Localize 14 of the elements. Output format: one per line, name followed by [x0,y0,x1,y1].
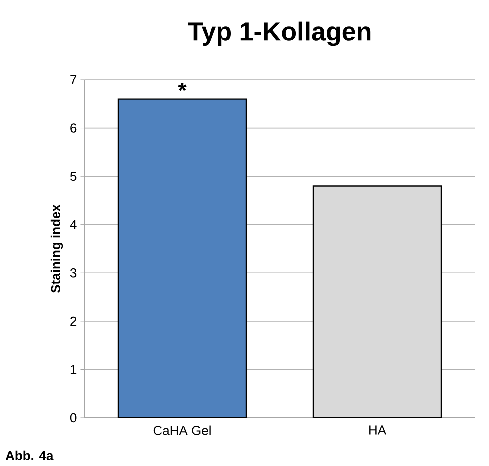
y-tick-label: 6 [70,124,77,133]
y-tick-label: 0 [70,413,77,423]
y-tick-label: 5 [70,172,77,182]
y-tick-label: 7 [70,76,77,84]
x-tick-label: CaHA Gel [154,426,211,436]
y-tick-label: 3 [70,268,77,278]
y-axis-title: Staining index [50,204,64,294]
chart-title: Typ 1-Kollagen [188,22,371,46]
x-tick-label: HA [370,426,387,435]
y-tick-label: 2 [70,316,77,326]
y-tick-label: 4 [70,220,77,230]
y-tick-label: 1 [70,365,77,374]
caption: Abb. 4a [6,450,54,460]
annotation: * [178,82,187,92]
